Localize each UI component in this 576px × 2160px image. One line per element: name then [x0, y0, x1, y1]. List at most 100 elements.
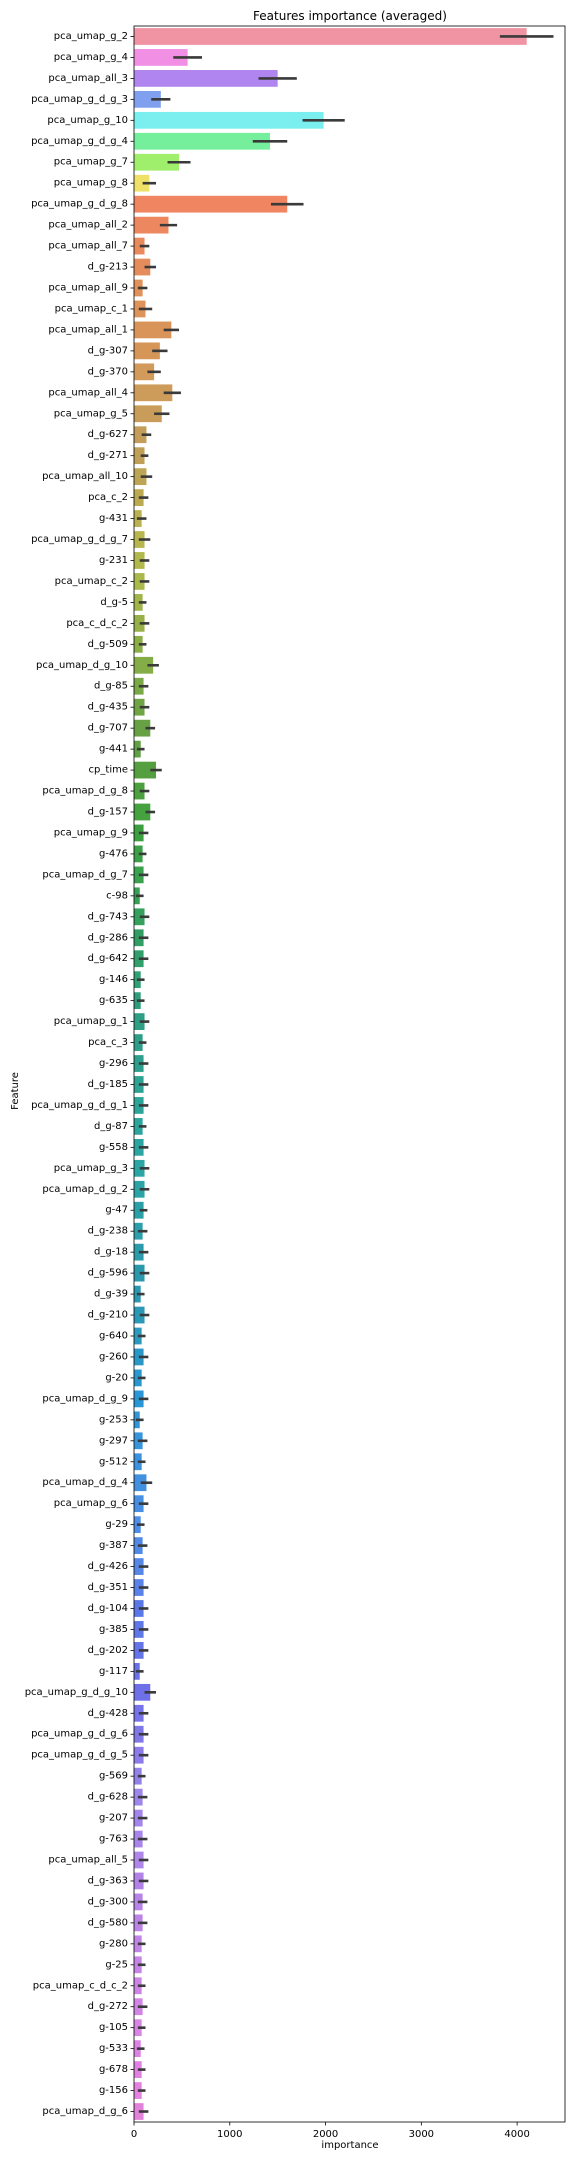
bar-pca_umap_g_d_g_8	[134, 195, 288, 213]
y-tick-label: d_g-272	[88, 2001, 128, 2012]
y-tick-label: g-533	[99, 2043, 128, 2054]
y-tick-label: pca_c_3	[88, 1037, 128, 1048]
y-tick-label: c-98	[106, 890, 128, 901]
y-tick-label: d_g-509	[88, 639, 128, 650]
y-tick-label: cp_time	[89, 765, 128, 776]
bar-d_g-363	[134, 1872, 144, 1890]
plot-frame	[133, 25, 566, 2123]
bar-d_g-307	[134, 342, 160, 360]
bar-pca_umap_g_1	[134, 1013, 145, 1030]
y-tick-label: g-569	[99, 1771, 128, 1782]
y-tick-label: pca_umap_g_2	[54, 31, 128, 42]
y-tick-label: d_g-642	[88, 953, 128, 964]
y-tick-label: g-117	[99, 1666, 128, 1677]
y-tick-label: d_g-5	[100, 597, 128, 608]
bar-pca_umap_all_5	[134, 1851, 144, 1869]
y-tick-label: d_g-426	[88, 1561, 128, 1572]
y-tick-label: g-441	[99, 744, 128, 755]
bar-d_g-210	[134, 1306, 145, 1324]
x-axis-title: importance	[321, 2140, 378, 2151]
bar-pca_umap_c_2	[134, 573, 145, 590]
y-tick-label: d_g-286	[88, 932, 128, 943]
y-tick-label: d_g-210	[88, 1310, 128, 1321]
bar-pca_umap_d_g_10	[134, 656, 154, 674]
y-tick-label: pca_umap_g_d_g_7	[31, 534, 128, 545]
y-tick-label: pca_umap_g_d_g_8	[31, 199, 128, 210]
bar-pca_umap_g_7	[134, 153, 180, 171]
y-tick-label: pca_umap_g_d_g_4	[31, 136, 128, 147]
bar-pca_umap_all_4	[134, 384, 173, 402]
y-tick-label: pca_umap_d_g_9	[42, 1393, 128, 1404]
y-tick-label: d_g-85	[94, 681, 128, 692]
bar-d_g-426	[134, 1558, 144, 1575]
bar-d_g-286	[134, 929, 144, 947]
chart-title: Features importance (averaged)	[253, 9, 447, 23]
y-tick-label: d_g-39	[94, 1289, 128, 1300]
y-tick-label: pca_umap_g_d_g_1	[31, 1100, 128, 1111]
y-tick-label: d_g-435	[88, 702, 128, 713]
bar-d_g-642	[134, 950, 144, 968]
y-tick-label: g-297	[99, 1435, 128, 1446]
y-tick-label: pca_umap_c_2	[55, 576, 128, 587]
y-tick-label: pca_umap_d_g_4	[42, 1477, 128, 1488]
y-tick-label: d_g-743	[88, 911, 128, 922]
y-tick-label: g-105	[99, 2022, 128, 2033]
y-tick-label: pca_umap_all_5	[48, 1855, 128, 1866]
bar-pca_umap_g_d_g_5	[134, 1746, 144, 1764]
y-tick-label: pca_umap_all_3	[48, 73, 128, 84]
bar-pca_umap_g_2	[134, 28, 527, 45]
y-tick-label: d_g-185	[88, 1079, 128, 1090]
y-tick-label: g-47	[105, 1205, 128, 1216]
y-tick-label: pca_umap_g_5	[54, 408, 128, 419]
x-tick-label: 1000	[217, 2129, 242, 2140]
bar-pca_umap_g_d_g_6	[134, 1725, 144, 1743]
bar-pca_umap_all_1	[134, 321, 172, 339]
y-tick-label: d_g-628	[88, 1792, 128, 1803]
bar-g-47	[134, 1201, 144, 1219]
y-tick-label: g-20	[105, 1372, 128, 1383]
y-tick-label: pca_umap_g_d_g_10	[25, 1687, 128, 1698]
bar-pca_umap_d_g_7	[134, 866, 144, 884]
y-tick-label: pca_umap_d_g_10	[36, 660, 128, 671]
y-tick-label: pca_umap_all_9	[48, 283, 128, 294]
y-tick-label: d_g-18	[94, 1247, 128, 1258]
bar-pca_umap_d_g_8	[134, 782, 145, 800]
bar-pca_umap_d_g_9	[134, 1390, 144, 1408]
y-tick-label: pca_umap_g_d_g_5	[31, 1750, 128, 1761]
bar-pca_umap_g_10	[134, 111, 324, 129]
bars-layer	[134, 28, 527, 2120]
y-tick-label: d_g-202	[88, 1645, 128, 1656]
y-tick-label: d_g-307	[88, 345, 128, 356]
y-tick-label: d_g-580	[88, 1917, 128, 1928]
y-tick-label: d_g-428	[88, 1708, 128, 1719]
bar-d_g-202	[134, 1642, 144, 1659]
bar-g-558	[134, 1138, 144, 1156]
y-tick-label: g-29	[105, 1519, 128, 1530]
y-tick-label: g-387	[99, 1540, 128, 1551]
x-tick-label: 0	[131, 2129, 137, 2140]
y-tick-label: g-231	[99, 555, 128, 566]
y-tick-label: g-635	[99, 995, 128, 1006]
y-tick-label: d_g-596	[88, 1268, 128, 1279]
bar-d_g-18	[134, 1243, 144, 1261]
y-tick-label: d_g-627	[88, 429, 128, 440]
bar-d_g-370	[134, 363, 155, 381]
y-tick-label: g-296	[99, 1058, 128, 1069]
bar-pca_c_d_c_2	[134, 614, 145, 632]
bar-pca_umap_g_d_g_4	[134, 132, 271, 150]
y-tick-label: d_g-238	[88, 1226, 128, 1237]
x-tick-labels: 0 1000 2000 3000 4000	[131, 2122, 530, 2140]
bar-d_g-435	[134, 698, 145, 716]
y-tick-label: d_g-213	[88, 262, 128, 273]
y-tick-label: g-146	[99, 974, 128, 985]
bar-d_g-87	[134, 1118, 143, 1135]
y-tick-label: pca_umap_d_g_8	[42, 786, 128, 797]
x-tick-label: 3000	[409, 2129, 434, 2140]
y-tick-label: d_g-157	[88, 807, 128, 818]
bar-d_g-707	[134, 719, 151, 737]
y-tick-label: pca_umap_d_g_2	[42, 1184, 128, 1195]
bar-pca_umap_g_8	[134, 174, 150, 192]
bar-g-260	[134, 1348, 144, 1366]
y-tick-label: pca_umap_g_10	[47, 115, 128, 126]
y-tick-label: pca_umap_all_4	[48, 387, 128, 398]
